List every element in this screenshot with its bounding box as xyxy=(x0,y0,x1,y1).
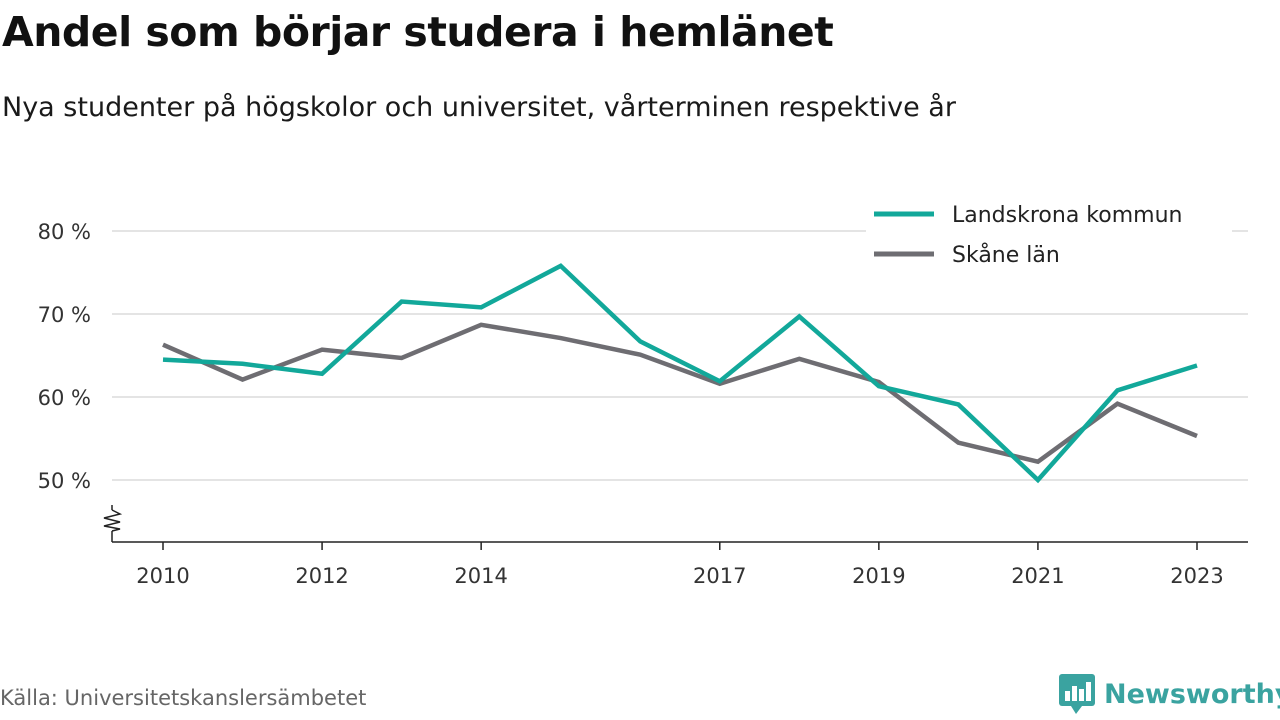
legend-label: Landskrona kommun xyxy=(952,203,1182,228)
source-note: Källa: Universitetskanslersämbetet xyxy=(0,686,367,710)
chart-subtitle: Nya studenter på högskolor och universit… xyxy=(2,92,956,123)
x-tick-label: 2023 xyxy=(1170,564,1223,588)
series-line-skåne-län xyxy=(162,322,1198,465)
chart-title: Andel som börjar studera i hemlänet xyxy=(2,8,834,56)
x-tick-label: 2017 xyxy=(693,564,746,588)
series-lines xyxy=(162,263,1198,484)
axis-break-mark xyxy=(103,509,123,532)
x-axis-ticks: 2010 2012 2014 2017 2019 2021 2023 xyxy=(136,542,1224,588)
x-tick-label: 2014 xyxy=(454,564,507,588)
x-tick-label: 2010 xyxy=(136,564,189,588)
y-tick-label: 50 % xyxy=(38,469,91,493)
legend: Landskrona kommun Skåne län xyxy=(866,194,1232,280)
brand-logo: Newsworthy xyxy=(1058,672,1280,716)
x-axis xyxy=(103,505,1248,543)
brand-name: Newsworthy xyxy=(1104,678,1280,710)
y-tick-label: 80 % xyxy=(38,220,91,244)
x-tick-label: 2012 xyxy=(295,564,348,588)
legend-background xyxy=(866,194,1232,280)
y-tick-label: 60 % xyxy=(38,386,91,410)
y-tick-label: 70 % xyxy=(38,303,91,327)
y-axis-ticks: 50 % 60 % 70 % 80 % xyxy=(38,220,91,493)
legend-label: Skåne län xyxy=(952,242,1060,268)
bar-chart-speech-bubble-icon xyxy=(1059,674,1095,714)
x-tick-label: 2021 xyxy=(1011,564,1064,588)
x-tick-label: 2019 xyxy=(852,564,905,588)
series-line-landskrona-kommun xyxy=(162,263,1198,484)
